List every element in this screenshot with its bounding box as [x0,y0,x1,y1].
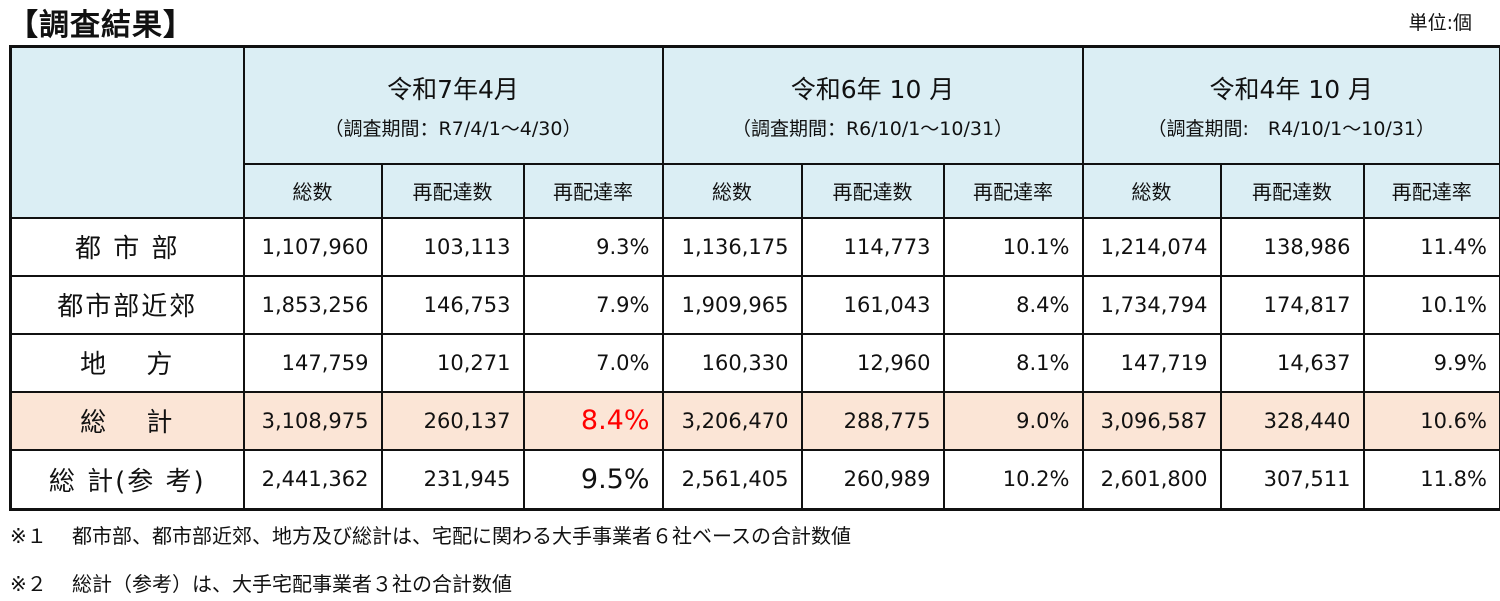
data-cell: 7.9% [522,274,664,335]
table-row: 都 市 部 1,107,960 103,113 9.3% 1,136,175 114,77… [9,216,1500,277]
col-header-total: 総数 [661,162,803,219]
data-cell: 14,637 [1219,332,1365,393]
footnote-2: ※２ 総計（参考）は、大手宅配事業者３社の合計数値 [10,568,512,597]
data-cell: 114,773 [800,216,945,277]
data-cell: 3,096,587 [1081,390,1222,451]
footnote-1: ※１ 都市部、都市部近郊、地方及び総計は、宅配に関わる大手事業者６社ベースの合計数… [10,520,851,549]
data-cell: 10.1% [1362,274,1500,335]
period-header-r4-10: 令和4年 10 月 （調査期間: R4/10/1～10/31） [1081,45,1500,165]
data-cell: 103,113 [380,216,525,277]
data-cell: 260,137 [380,390,525,451]
unit-label: 単位:個 [1408,12,1472,34]
table-row: 総 計 3,108,975 260,137 8.4% 3,206,470 288,775 9… [9,390,1500,451]
data-cell: 2,601,800 [1081,448,1222,511]
table-row: 都市部近郊 1,853,256 146,753 7.9% 1,909,965 161,04… [9,274,1500,335]
col-header-redelivery-rate: 再配達率 [522,162,664,219]
data-cell: 138,986 [1219,216,1365,277]
data-cell: 10.6% [1362,390,1500,451]
row-label: 都 市 部 [9,216,245,277]
data-cell: 10,271 [380,332,525,393]
data-cell: 147,719 [1081,332,1222,393]
data-cell: 7.0% [522,332,664,393]
data-cell: 1,853,256 [242,274,383,335]
data-cell: 9.0% [942,390,1084,451]
period-label: 令和6年 10 月 [790,74,955,104]
table-row: 総 計(参 考) 2,441,362 231,945 9.5% 2,561,405 260… [9,448,1500,511]
table-body: 都 市 部 1,107,960 103,113 9.3% 1,136,175 114,77… [9,216,1500,511]
data-cell: 10.1% [942,216,1084,277]
data-cell: 11.8% [1362,448,1500,511]
data-cell: 1,734,794 [1081,274,1222,335]
data-cell: 10.2% [942,448,1084,511]
data-cell: 307,511 [1219,448,1365,511]
data-cell: 161,043 [800,274,945,335]
data-cell: 231,945 [380,448,525,511]
footnote-text: 総計（参考）は、大手宅配事業者３社の合計数値 [72,572,512,596]
data-cell: 174,817 [1219,274,1365,335]
data-cell: 3,206,470 [661,390,803,451]
col-header-redelivery-rate: 再配達率 [942,162,1084,219]
row-label: 都市部近郊 [9,274,245,335]
row-label: 総 計 [9,390,245,451]
period-range: （調査期間：R7/4/1～4/30） [324,117,582,140]
data-cell: 328,440 [1219,390,1365,451]
data-cell: 8.4% [522,390,664,451]
data-cell: 1,107,960 [242,216,383,277]
data-cell: 9.5% [522,448,664,511]
data-cell: 9.3% [522,216,664,277]
period-header-r7-04: 令和7年4月 （調査期間：R7/4/1～4/30） [242,45,664,165]
data-cell: 146,753 [380,274,525,335]
survey-results-table: 令和7年4月 （調査期間：R7/4/1～4/30） 令和6年 10 月 （調査期… [9,45,1500,511]
data-cell: 11.4% [1362,216,1500,277]
data-cell: 9.9% [1362,332,1500,393]
col-header-total: 総数 [242,162,383,219]
col-header-redelivery-count: 再配達数 [1219,162,1365,219]
data-cell: 1,909,965 [661,274,803,335]
col-header-redelivery-rate: 再配達率 [1362,162,1500,219]
row-label: 総 計(参 考) [9,448,245,511]
period-range: （調査期間: R4/10/1～10/31） [1147,117,1435,140]
data-cell: 2,441,362 [242,448,383,511]
highlighted-rate: 8.4% [580,405,650,436]
footnote-text: 都市部、都市部近郊、地方及び総計は、宅配に関わる大手事業者６社ベースの合計数値 [72,524,851,548]
period-range: （調査期間：R6/10/1～10/31） [731,117,1014,140]
footnote-mark: ※１ [10,524,47,548]
row-label: 地 方 [9,332,245,393]
data-cell: 147,759 [242,332,383,393]
data-cell: 12,960 [800,332,945,393]
emphasized-rate: 9.5% [580,463,650,495]
col-header-total: 総数 [1081,162,1222,219]
data-cell: 3,108,975 [242,390,383,451]
data-cell: 288,775 [800,390,945,451]
page-title: 【調査結果】 [8,8,194,43]
data-cell: 1,214,074 [1081,216,1222,277]
data-cell: 1,136,175 [661,216,803,277]
data-cell: 2,561,405 [661,448,803,511]
table-row: 地 方 147,759 10,271 7.0% 160,330 12,960 8.1% 147… [9,332,1500,393]
data-cell: 160,330 [661,332,803,393]
corner-cell [9,45,245,219]
period-label: 令和7年4月 [387,74,519,104]
data-cell: 260,989 [800,448,945,511]
data-cell: 8.4% [942,274,1084,335]
footnote-mark: ※２ [10,572,47,596]
col-header-redelivery-count: 再配達数 [380,162,525,219]
col-header-redelivery-count: 再配達数 [800,162,945,219]
data-cell: 8.1% [942,332,1084,393]
period-header-r6-10: 令和6年 10 月 （調査期間：R6/10/1～10/31） [661,45,1084,165]
period-label: 令和4年 10 月 [1209,74,1374,104]
